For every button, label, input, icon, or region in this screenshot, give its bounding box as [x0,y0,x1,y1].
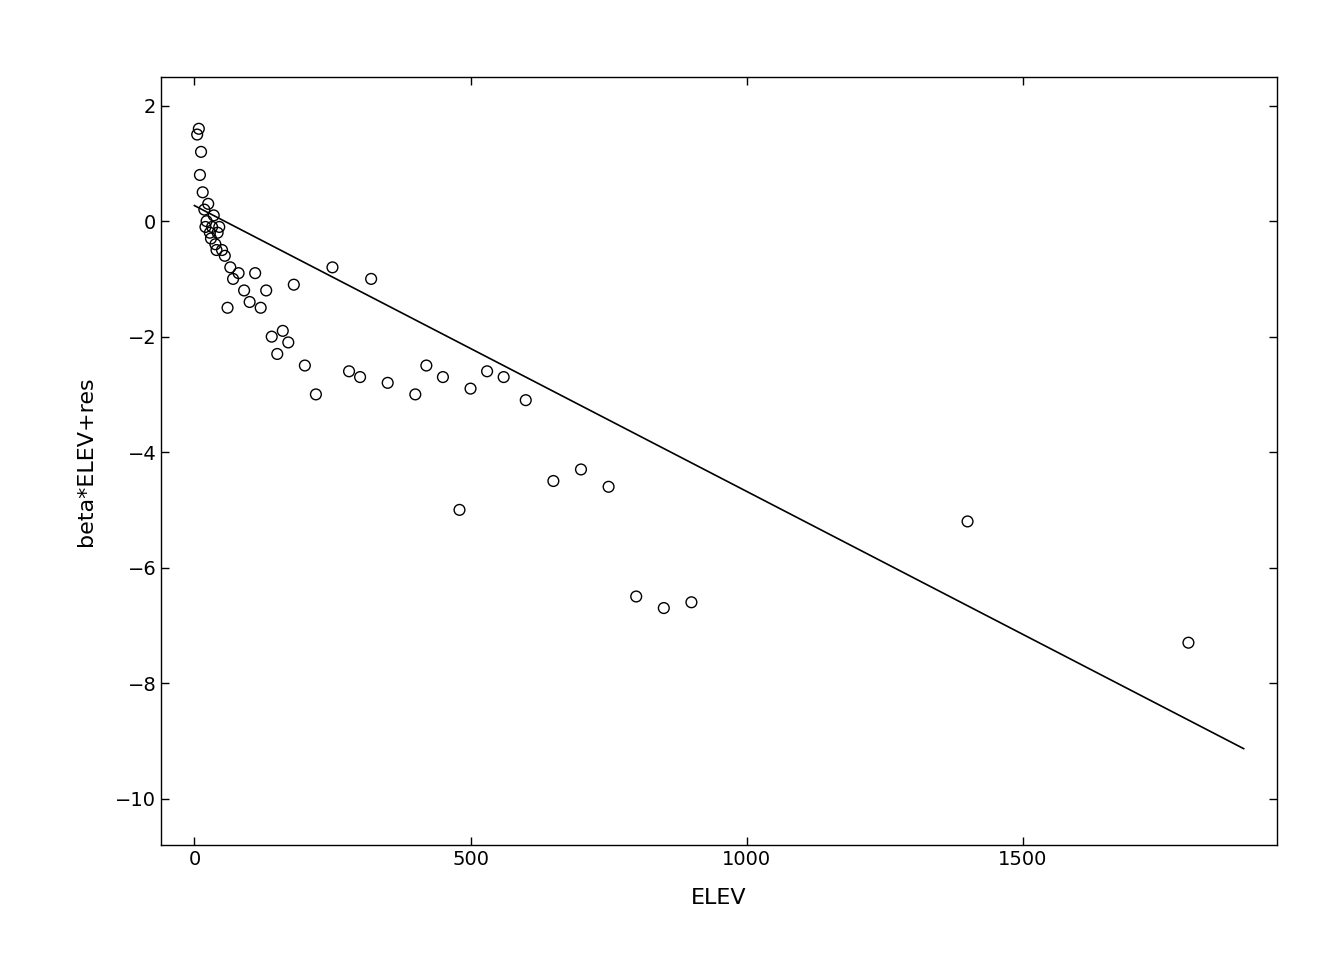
Point [204,236,226,252]
Point [191,144,212,159]
Point [360,272,382,287]
Point [250,300,271,316]
Point [195,219,216,234]
X-axis label: ELEV: ELEV [691,888,747,908]
Point [211,242,233,257]
Point [653,600,675,615]
Point [321,259,343,275]
Point [294,358,316,373]
Point [219,259,241,275]
Point [207,225,228,240]
Point [194,202,215,217]
Y-axis label: beta*ELEV+res: beta*ELEV+res [77,376,95,545]
Point [208,219,230,234]
Point [198,196,219,211]
Point [203,207,224,223]
Point [570,462,591,477]
Point [206,242,227,257]
Point [415,358,437,373]
Point [598,479,620,494]
Point [515,393,536,408]
Point [214,248,235,263]
Point [222,272,243,287]
Point [255,283,277,299]
Point [216,300,238,316]
Point [680,594,702,610]
Point [493,370,515,385]
Point [200,230,222,246]
Point [1177,635,1199,650]
Point [278,335,300,350]
Point [543,473,564,489]
Point [433,370,454,385]
Point [202,219,223,234]
Point [261,329,282,345]
Point [196,213,218,228]
Point [266,347,288,362]
Point [476,364,497,379]
Point [349,370,371,385]
Point [187,127,208,142]
Point [234,283,255,299]
Point [188,121,210,136]
Point [405,387,426,402]
Point [460,381,481,396]
Point [192,184,214,200]
Point [239,295,261,310]
Point [245,266,266,281]
Point [449,502,470,517]
Point [199,225,220,240]
Point [305,387,327,402]
Point [190,167,211,182]
Point [376,375,398,391]
Point [339,364,360,379]
Point [957,514,978,529]
Point [284,277,305,293]
Point [271,324,293,339]
Point [625,588,646,604]
Point [228,266,250,281]
